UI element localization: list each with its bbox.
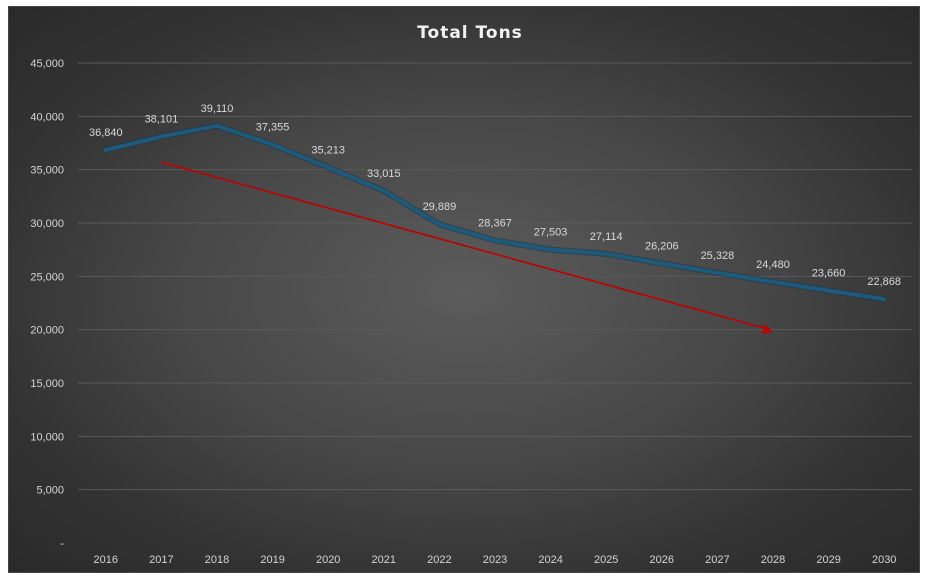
x-tick-label: 2020 — [316, 554, 340, 566]
trend-layer — [161, 161, 773, 334]
chart-area — [8, 6, 920, 573]
y-tick-label: 45,000 — [30, 58, 64, 70]
data-label: 33,015 — [367, 168, 401, 180]
x-tick-label: 2025 — [594, 554, 618, 566]
y-tick-label: 25,000 — [30, 271, 64, 283]
x-tick-label: 2019 — [260, 554, 284, 566]
data-label-layer: 36,840 38,101 39,110 37,355 35,213 33,015 29,8… — [89, 103, 901, 288]
data-label: 28,367 — [478, 217, 512, 229]
y-tick-label: 20,000 — [30, 325, 64, 337]
y-tick-label: 5,000 — [36, 485, 64, 497]
grid-layer — [78, 62, 912, 491]
data-label: 25,328 — [701, 250, 735, 262]
x-axis: 2016 2017 2018 2019 2020 2021 2022 2023 2024 2025… — [94, 554, 897, 566]
x-tick-label: 2028 — [761, 554, 785, 566]
data-label: 22,868 — [867, 276, 901, 288]
y-tick-label: 30,000 — [30, 218, 64, 230]
y-tick-label: 40,000 — [30, 111, 64, 123]
x-tick-label: 2026 — [650, 554, 674, 566]
x-tick-label: 2030 — [872, 554, 896, 566]
x-tick-label: 2018 — [205, 554, 229, 566]
chart-title: Total Tons — [417, 23, 523, 43]
y-tick-label: 15,000 — [30, 378, 64, 390]
y-tick-label: 10,000 — [30, 431, 64, 443]
y-tick-label: 35,000 — [30, 165, 64, 177]
x-tick-label: 2016 — [94, 554, 118, 566]
data-label: 27,503 — [534, 227, 568, 239]
series-line — [103, 123, 887, 302]
data-label: 27,114 — [590, 231, 623, 243]
data-label: 39,110 — [201, 103, 234, 115]
trend-arrow-head — [762, 324, 773, 334]
data-label: 37,355 — [256, 122, 290, 134]
data-label: 29,889 — [423, 201, 457, 213]
y-axis: - 5,000 10,000 15,000 20,000 25,000 30,000 35,0… — [30, 58, 64, 550]
series-line-shadow — [102, 122, 888, 303]
y-tick-label: - — [60, 538, 64, 550]
x-tick-label: 2023 — [483, 554, 507, 566]
data-label: 35,213 — [311, 144, 345, 156]
trend-arrow-line — [161, 161, 768, 330]
data-label: 26,206 — [645, 240, 679, 252]
data-label: 23,660 — [812, 268, 846, 280]
x-tick-label: 2021 — [372, 554, 396, 566]
data-label: 36,840 — [89, 127, 123, 139]
x-tick-label: 2029 — [816, 554, 840, 566]
x-tick-label: 2027 — [705, 554, 729, 566]
series-layer — [102, 122, 888, 303]
x-tick-label: 2022 — [427, 554, 451, 566]
x-tick-label: 2017 — [149, 554, 173, 566]
data-label: 24,480 — [756, 259, 790, 271]
data-label: 38,101 — [145, 114, 179, 126]
x-tick-label: 2024 — [538, 554, 562, 566]
